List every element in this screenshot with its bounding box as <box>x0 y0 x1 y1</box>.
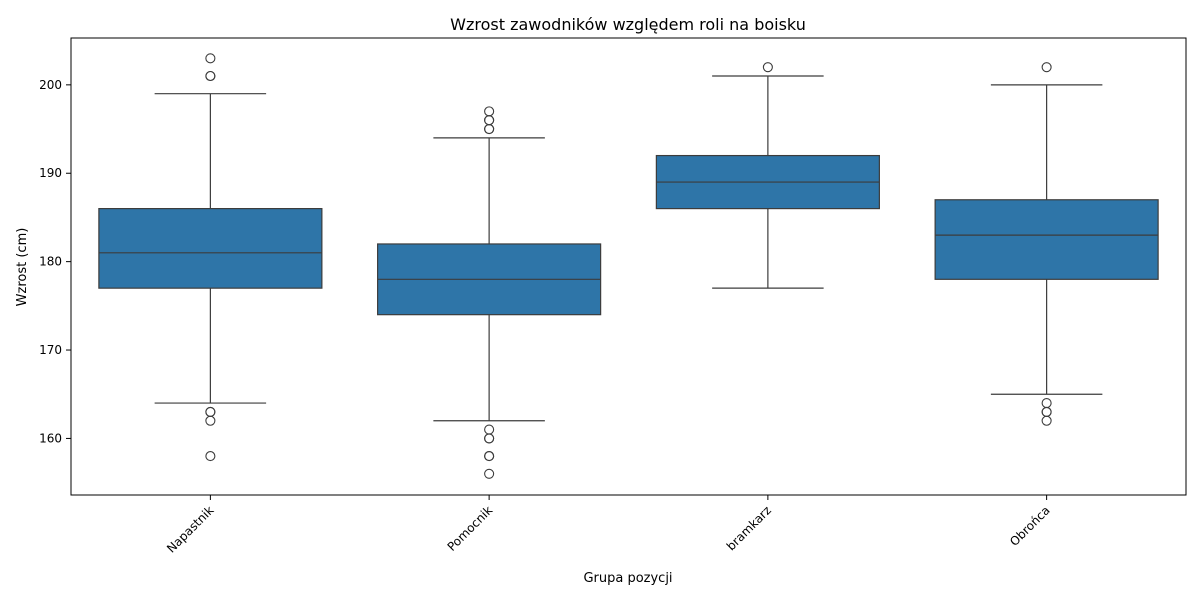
box-3-outlier-3 <box>1041 406 1052 417</box>
y-tick-label-3: 190 <box>39 166 62 180</box>
box-0-outlier-0 <box>205 53 216 64</box>
box-0-outlier-4 <box>205 406 216 417</box>
y-tick-label-4: 200 <box>39 78 62 92</box>
box-3-outlier-4 <box>1041 415 1052 426</box>
box-3-outlier-1 <box>1041 398 1052 409</box>
box-0-iqr-box <box>98 208 323 289</box>
box-1-outlier-5 <box>484 424 495 435</box>
x-axis-label: Grupa pozycji <box>583 571 672 586</box>
box-3-outlier-0 <box>1041 62 1052 73</box>
x-tick-label-1: Pomocnik <box>445 503 496 554</box>
x-tick-label-3: Obrońca <box>1007 503 1053 549</box>
y-axis-label: Wzrost (cm) <box>15 228 30 307</box>
x-tick-label-2: bramkarz <box>724 503 774 553</box>
box-0-outlier-6 <box>205 451 216 462</box>
box-1-outlier-4 <box>484 123 495 135</box>
box-0-outlier-2 <box>205 70 216 82</box>
box-1-outlier-9 <box>484 451 495 462</box>
box-1-outlier-0 <box>484 106 495 117</box>
chart-title: Wzrost zawodników względem roli na boisk… <box>450 15 806 34</box>
box-1-outlier-2 <box>484 115 495 126</box>
plot-frame <box>70 37 1187 496</box>
y-tick-label-1: 170 <box>39 343 62 357</box>
box-2-outlier-0 <box>762 62 773 73</box>
y-tick-label-2: 180 <box>39 255 62 269</box>
axes: 160 170 180 190 200 Napastnik Pomocnik bramkarz… <box>39 37 1187 556</box>
box-0-outlier-5 <box>205 415 216 426</box>
box-3-iqr-box <box>934 199 1159 280</box>
box-1-outlier-7 <box>484 433 495 444</box>
box-1-outlier-10 <box>484 468 495 479</box>
y-tick-label-0: 160 <box>39 431 62 445</box>
x-tick-label-0: Napastnik <box>164 503 216 555</box>
plot-area <box>98 53 1159 479</box>
